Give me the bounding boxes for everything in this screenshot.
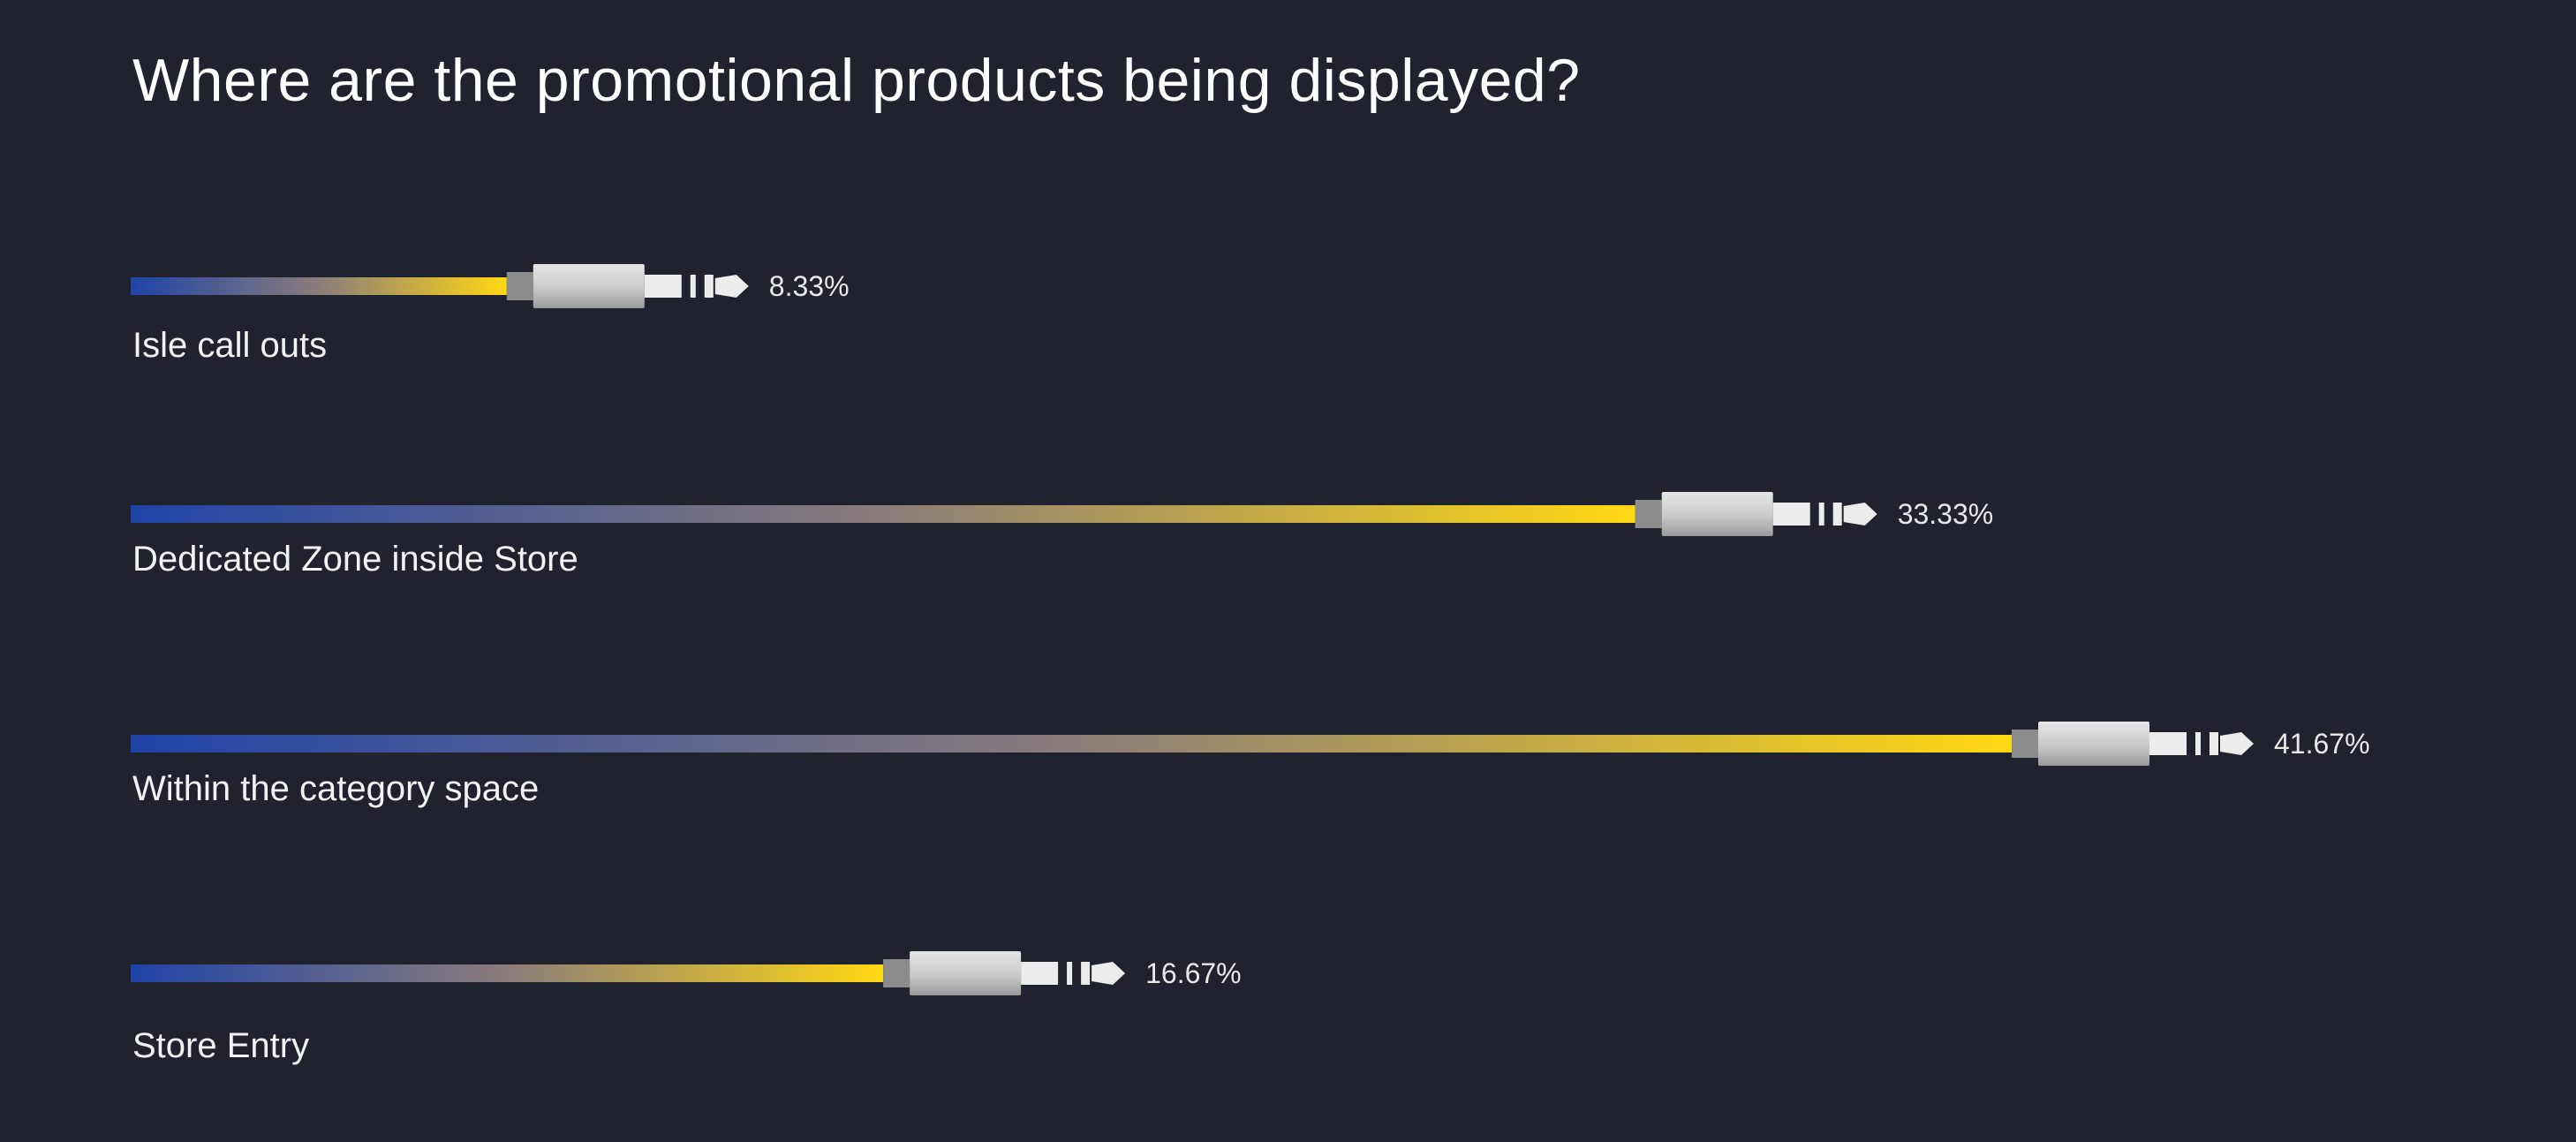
- bar-group: 16.67% Store Entry: [131, 951, 1242, 1065]
- chart-title: Where are the promotional products being…: [132, 47, 1581, 114]
- plug-collar: [506, 272, 533, 300]
- category-label: Within the category space: [132, 769, 539, 808]
- plug-sleeve: [644, 275, 682, 298]
- plug-ring: [1067, 962, 1073, 985]
- category-label: Dedicated Zone inside Store: [132, 540, 578, 579]
- value-label: 41.67%: [2274, 728, 2370, 760]
- plug-collar: [1635, 500, 1662, 528]
- plug-body: [533, 264, 645, 308]
- plug-body: [1661, 492, 1773, 536]
- plug-tip: [1843, 503, 1877, 526]
- plug-sleeve: [1772, 503, 1810, 526]
- category-label: Isle call outs: [132, 326, 327, 365]
- plug-ring: [2210, 732, 2218, 755]
- plug-sleeve: [1021, 962, 1059, 985]
- plug-collar: [2012, 730, 2038, 758]
- plug-tip: [714, 275, 749, 298]
- plug-ring: [690, 275, 696, 298]
- bar-group: 41.67% Within the category space: [131, 722, 2370, 808]
- category-label: Store Entry: [132, 1026, 309, 1065]
- bar: [131, 277, 507, 295]
- value-label: 8.33%: [769, 270, 850, 302]
- bar: [131, 505, 1635, 523]
- plug-ring: [1818, 503, 1824, 526]
- plug-ring: [704, 275, 714, 298]
- value-label: 33.33%: [1898, 498, 1994, 530]
- plug-body: [910, 951, 1022, 995]
- plug-ring: [1832, 503, 1842, 526]
- plug-collar: [883, 959, 910, 987]
- plug-body: [2038, 722, 2149, 766]
- bar-group: 33.33% Dedicated Zone inside Store: [131, 492, 1993, 579]
- plug-tip: [2220, 732, 2254, 755]
- bar: [131, 964, 884, 982]
- bar-group: 8.33% Isle call outs: [131, 264, 850, 365]
- plug-sleeve: [2149, 732, 2187, 755]
- bar: [131, 735, 2012, 753]
- plug-ring: [2195, 732, 2201, 755]
- value-label: 16.67%: [1145, 957, 1242, 989]
- plug-ring: [1081, 962, 1091, 985]
- plug-tip: [1092, 962, 1126, 985]
